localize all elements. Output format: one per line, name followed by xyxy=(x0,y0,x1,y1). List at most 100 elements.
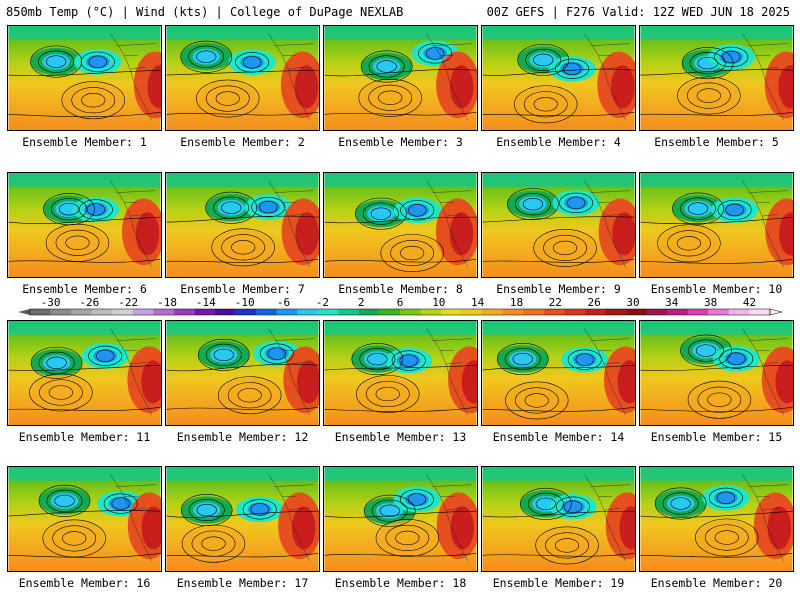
colorbar-swatch xyxy=(91,309,113,315)
colorbar-tick-label: 26 xyxy=(588,296,601,309)
colorbar-tick-label: 38 xyxy=(704,296,717,309)
colorbar-swatch xyxy=(687,309,709,315)
ensemble-panel: Ensemble Member: 1 xyxy=(7,25,162,149)
colorbar-swatch xyxy=(317,309,339,315)
colorbar-tick-label: -26 xyxy=(79,296,99,309)
colorbar-swatch xyxy=(543,309,565,315)
ensemble-member-label: Ensemble Member: 15 xyxy=(650,430,783,444)
colorbar-swatch xyxy=(441,309,462,315)
temperature-colorbar: -30 -26 -22 -18 -14 -10 -6 -2 2 6 10 14 18 22 26 30 34 38… xyxy=(18,296,783,316)
ensemble-member-label: Ensemble Member: 5 xyxy=(654,135,779,149)
temperature-map xyxy=(165,466,320,572)
colorbar-tick-label: -22 xyxy=(118,296,138,309)
colorbar-swatch xyxy=(112,309,134,315)
colorbar-swatch xyxy=(235,309,257,315)
colorbar-swatch xyxy=(502,309,524,315)
colorbar-tick-label: 2 xyxy=(358,296,365,309)
ensemble-panel: Ensemble Member: 10 xyxy=(639,172,794,296)
ensemble-panel: Ensemble Member: 5 xyxy=(639,25,794,149)
colorbar-outline xyxy=(29,308,771,316)
ensemble-member-label: Ensemble Member: 19 xyxy=(492,576,625,590)
temperature-map xyxy=(7,172,162,278)
colorbar-swatch xyxy=(358,309,380,315)
ensemble-panel: Ensemble Member: 14 xyxy=(481,320,636,444)
colorbar-high-arrow xyxy=(769,308,783,316)
colorbar-swatch xyxy=(585,309,606,315)
colorbar-swatch xyxy=(30,309,51,315)
colorbar-swatch xyxy=(667,309,689,315)
colorbar-swatch xyxy=(646,309,668,315)
colorbar-tick-label: -30 xyxy=(41,296,61,309)
ensemble-member-label: Ensemble Member: 14 xyxy=(492,430,625,444)
colorbar-tick-label: 10 xyxy=(432,296,445,309)
colorbar-tick-label: -14 xyxy=(196,296,216,309)
ensemble-panel: Ensemble Member: 20 xyxy=(639,466,794,590)
ensemble-panel: Ensemble Member: 11 xyxy=(7,320,162,444)
ensemble-panel: Ensemble Member: 19 xyxy=(481,466,636,590)
ensemble-panel: Ensemble Member: 13 xyxy=(323,320,478,444)
ensemble-member-label: Ensemble Member: 3 xyxy=(338,135,463,149)
colorbar-swatch xyxy=(215,309,236,315)
ensemble-member-label: Ensemble Member: 9 xyxy=(496,282,621,296)
colorbar-swatch xyxy=(564,309,586,315)
colorbar-swatch xyxy=(256,309,277,315)
ensemble-member-label: Ensemble Member: 7 xyxy=(180,282,305,296)
ensemble-member-label: Ensemble Member: 13 xyxy=(334,430,467,444)
ensemble-panel: Ensemble Member: 15 xyxy=(639,320,794,444)
ensemble-member-label: Ensemble Member: 1 xyxy=(22,135,147,149)
temperature-map xyxy=(7,320,162,426)
colorbar-swatch xyxy=(626,309,647,315)
colorbar-swatch xyxy=(728,309,750,315)
ensemble-panel: Ensemble Member: 16 xyxy=(7,466,162,590)
ensemble-member-label: Ensemble Member: 2 xyxy=(180,135,305,149)
colorbar-tick-label: 30 xyxy=(626,296,639,309)
colorbar-swatch xyxy=(400,309,421,315)
colorbar-swatch xyxy=(379,309,401,315)
valid-time: 00Z GEFS | F276 Valid: 12Z WED JUN 18 20… xyxy=(486,5,790,19)
ensemble-panel: Ensemble Member: 4 xyxy=(481,25,636,149)
ensemble-member-label: Ensemble Member: 12 xyxy=(176,430,309,444)
colorbar-swatch xyxy=(71,309,92,315)
ensemble-panel: Ensemble Member: 17 xyxy=(165,466,320,590)
header: 850mb Temp (°C) | Wind (kts) | College o… xyxy=(0,0,800,22)
temperature-map xyxy=(323,25,478,131)
temperature-map xyxy=(481,320,636,426)
temperature-map xyxy=(481,25,636,131)
temperature-map xyxy=(323,320,478,426)
colorbar-tick-label: -2 xyxy=(316,296,329,309)
temperature-map xyxy=(481,466,636,572)
colorbar-swatch xyxy=(482,309,504,315)
colorbar-swatch xyxy=(523,309,545,315)
colorbar-tick-label: 34 xyxy=(665,296,679,309)
temperature-map xyxy=(639,172,794,278)
colorbar-tick-label: 22 xyxy=(549,296,562,309)
colorbar-swatch xyxy=(605,309,627,315)
colorbar-tick-label: 42 xyxy=(743,296,756,309)
temperature-map xyxy=(7,25,162,131)
colorbar-tick-label: -10 xyxy=(235,296,255,309)
ensemble-member-label: Ensemble Member: 4 xyxy=(496,135,621,149)
colorbar-swatch xyxy=(50,309,72,315)
ensemble-panel: Ensemble Member: 12 xyxy=(165,320,320,444)
colorbar-swatch xyxy=(276,309,298,315)
temperature-map xyxy=(639,466,794,572)
temperature-map xyxy=(7,466,162,572)
temperature-map xyxy=(323,466,478,572)
product-title: 850mb Temp (°C) | Wind (kts) | College o… xyxy=(6,5,404,19)
ensemble-panel: Ensemble Member: 6 xyxy=(7,172,162,296)
ensemble-panel: Ensemble Member: 18 xyxy=(323,466,478,590)
colorbar-tick-label: 18 xyxy=(510,296,523,309)
colorbar-swatch xyxy=(708,309,730,315)
colorbar-swatch xyxy=(461,309,483,315)
ensemble-member-label: Ensemble Member: 6 xyxy=(22,282,147,296)
colorbar-swatch xyxy=(749,309,771,315)
colorbar-swatch xyxy=(338,309,360,315)
colorbar-tick-label: 6 xyxy=(397,296,404,309)
ensemble-member-label: Ensemble Member: 18 xyxy=(334,576,467,590)
ensemble-panel: Ensemble Member: 8 xyxy=(323,172,478,296)
colorbar-swatch xyxy=(132,309,154,315)
ensemble-member-label: Ensemble Member: 10 xyxy=(650,282,783,296)
colorbar-tick-label: 14 xyxy=(471,296,485,309)
ensemble-member-label: Ensemble Member: 11 xyxy=(18,430,151,444)
temperature-map xyxy=(165,172,320,278)
